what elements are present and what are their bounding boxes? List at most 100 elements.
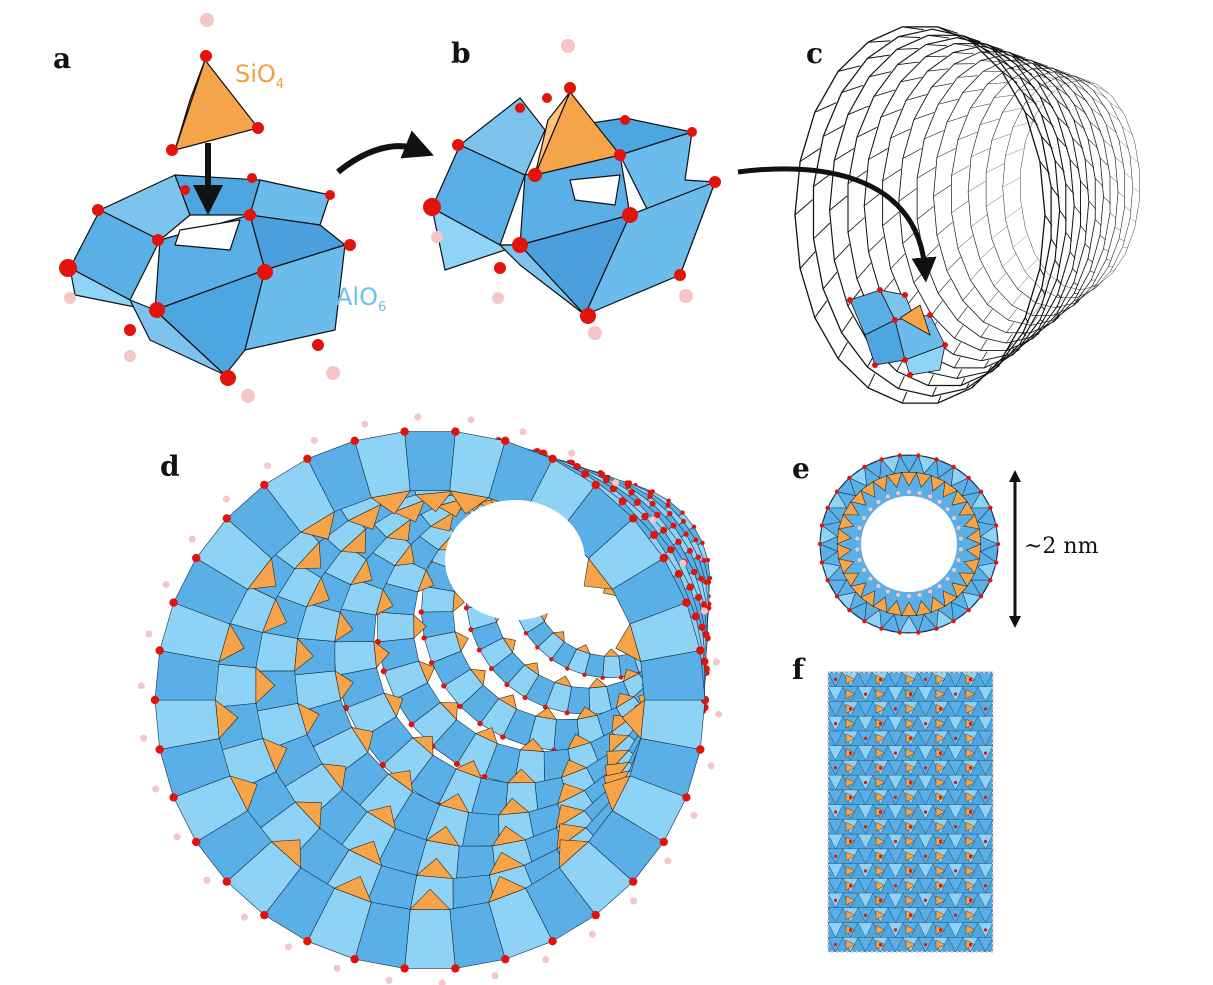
sio4-tetrahedron — [255, 666, 276, 704]
lattice-edge — [1055, 71, 1073, 77]
lattice-edge — [882, 211, 900, 227]
oxygen-atom — [848, 795, 853, 799]
oxygen-atom — [923, 854, 928, 858]
oxygen-atom — [609, 484, 618, 493]
oxygen-atom — [953, 869, 958, 873]
lattice-edge — [982, 309, 993, 322]
sio4-tetrahedron — [875, 925, 886, 935]
alo6-octahedron — [947, 892, 964, 909]
oxygen-atom — [564, 710, 570, 716]
oxygen-atom — [878, 943, 883, 947]
hydrogen-atom — [928, 494, 933, 499]
oxygen-atom — [408, 721, 415, 728]
sio4-tetrahedron — [375, 588, 394, 616]
oxygen-atom — [916, 630, 921, 635]
hydrogen-atom — [937, 499, 942, 504]
oxygen-atom — [602, 476, 610, 484]
panel-e-cross-section — [817, 453, 1001, 635]
lattice-edge — [833, 243, 850, 261]
lattice-edge — [841, 316, 853, 334]
alo6-octahedron — [977, 671, 994, 688]
lattice-edge — [847, 289, 861, 307]
oxygen-atom — [150, 695, 160, 705]
sio4-tetrahedron — [305, 576, 330, 608]
oxygen-atom — [862, 618, 867, 624]
lattice-edge — [898, 188, 917, 202]
alo6-octahedron — [979, 524, 999, 545]
alo6-octahedron — [976, 562, 997, 581]
oxygen-atom — [155, 745, 164, 754]
lattice-edge — [902, 148, 922, 159]
hydrogen-atom — [333, 964, 341, 972]
alo6-octahedron — [917, 774, 934, 791]
sio4-tetrahedron — [299, 511, 335, 540]
hydrogen-atom — [855, 547, 860, 552]
sio4-tetrahedron — [965, 777, 976, 788]
lattice-edge — [856, 262, 872, 280]
oxygen-atom — [535, 645, 540, 650]
oxygen-atom — [501, 955, 510, 964]
lattice-edge — [1030, 59, 1048, 67]
lattice-edge — [847, 105, 870, 116]
lattice-edge — [1006, 59, 1026, 64]
oxygen-atom — [938, 884, 943, 888]
alo6-octahedron — [887, 730, 904, 747]
oxygen-atom — [477, 720, 483, 727]
scale-arrow-bottom — [1009, 616, 1021, 628]
lattice-edge — [960, 377, 966, 386]
panel-label-a: a — [53, 42, 72, 75]
lattice-edge — [980, 51, 1000, 56]
oxygen-atom — [618, 497, 627, 506]
lattice-edge — [979, 246, 995, 260]
alo6-octahedron — [827, 730, 844, 747]
alo6-octahedron — [887, 819, 904, 835]
oxygen-atom — [862, 464, 867, 470]
hydrogen-atom — [896, 491, 901, 496]
sio4-tetrahedron — [608, 734, 630, 755]
oxygen-atom — [833, 766, 838, 770]
oxygen-atom — [878, 898, 883, 903]
lattice-edge — [979, 118, 1000, 125]
oxygen-atom — [863, 825, 868, 829]
sio4-tetrahedron — [455, 760, 482, 779]
sio4-label: SiO4 — [235, 60, 285, 92]
hydrogen-atom — [885, 494, 890, 499]
lattice-edge — [1099, 157, 1110, 167]
oxygen-atom — [825, 505, 830, 510]
sio4-tetrahedron — [875, 910, 886, 920]
alo6-octahedron — [977, 716, 994, 732]
lattice-edge — [841, 84, 864, 94]
oxygen-atom — [666, 498, 671, 503]
alo6-octahedron — [848, 601, 868, 622]
lattice-edge — [1099, 235, 1106, 241]
lattice-edge — [1053, 307, 1061, 316]
oxygen-atom — [833, 677, 838, 682]
sio4-tetrahedron — [417, 569, 435, 593]
sio4-tetrahedron — [449, 490, 490, 515]
lattice-edge — [1030, 62, 1049, 68]
lattice-edge — [868, 148, 888, 160]
alo6-octahedron — [970, 491, 991, 509]
sio4-tetrahedron — [905, 895, 916, 906]
sio4-tetrahedron — [963, 558, 980, 574]
alo6-octahedron — [917, 819, 934, 835]
lattice-edge — [1002, 177, 1021, 188]
sio4-tetrahedron — [454, 631, 469, 652]
oxygen-atom — [682, 793, 691, 802]
oxygen-atom — [303, 937, 312, 946]
lattice-edge — [1114, 226, 1122, 232]
lattice-edge — [913, 112, 935, 120]
oxygen-atom — [681, 518, 686, 524]
oxygen-atom — [573, 463, 581, 471]
alo6-octahedron — [899, 455, 919, 473]
alo6-octahedron — [857, 833, 874, 850]
lattice-edge — [834, 148, 855, 161]
alo6-octahedron — [977, 730, 994, 747]
lattice-edge — [1040, 277, 1052, 289]
alo6-octahedron — [977, 686, 994, 702]
lattice-edge — [1109, 212, 1117, 219]
sio4-tetrahedron — [905, 939, 916, 950]
alo6-octahedron — [887, 892, 904, 909]
hydrogen-atom — [264, 462, 272, 470]
oxygen-atom — [400, 427, 409, 436]
